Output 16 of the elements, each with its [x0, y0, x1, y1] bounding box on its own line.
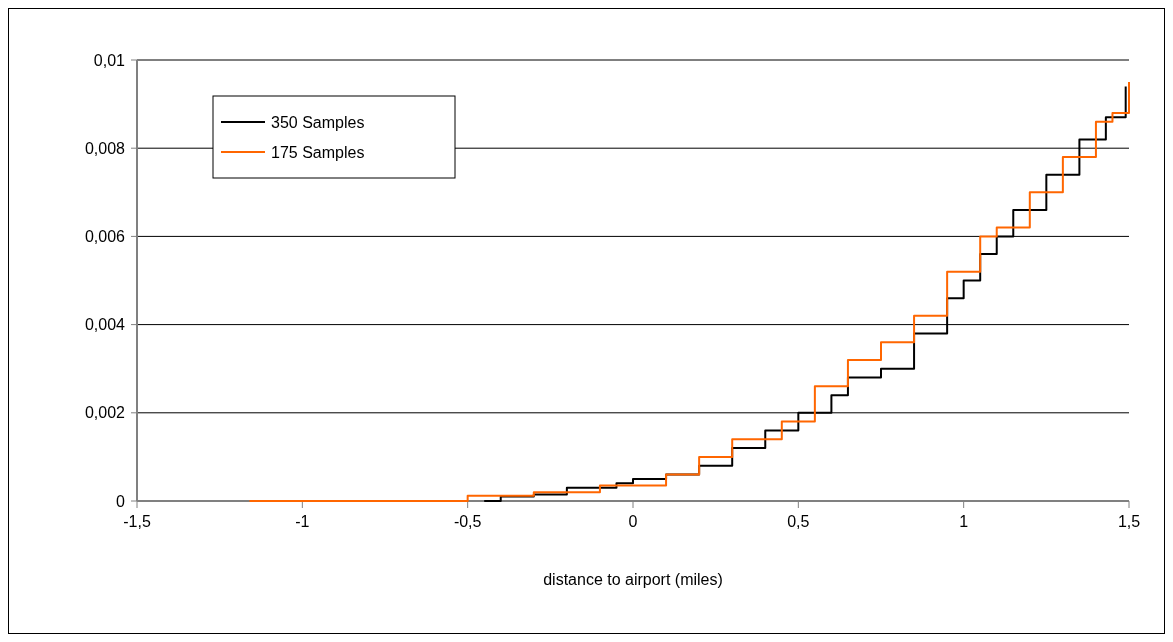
- y-tick-label: 0,006: [84, 228, 126, 245]
- x-tick-label: 0: [628, 513, 638, 530]
- x-tick-label: 1: [959, 513, 969, 530]
- y-tick-label: 0,004: [84, 316, 126, 334]
- x-tick-label: -1: [295, 513, 310, 530]
- y-tick-label: 0,008: [84, 139, 126, 157]
- legend-label: 175 Samples: [271, 143, 365, 161]
- x-tick-label: 0,5: [787, 513, 810, 530]
- x-tick-label: -1,5: [123, 513, 151, 530]
- legend-label: 350 Samples: [271, 113, 365, 131]
- y-tick-label: 0: [116, 492, 126, 510]
- y-tick-label: 0,002: [84, 404, 126, 422]
- x-axis-title: distance to airport (miles): [543, 571, 723, 588]
- x-tick-label: -0,5: [453, 513, 482, 530]
- x-tick-label: 1,5: [1117, 513, 1141, 530]
- y-tick-label: 0,01: [93, 51, 126, 69]
